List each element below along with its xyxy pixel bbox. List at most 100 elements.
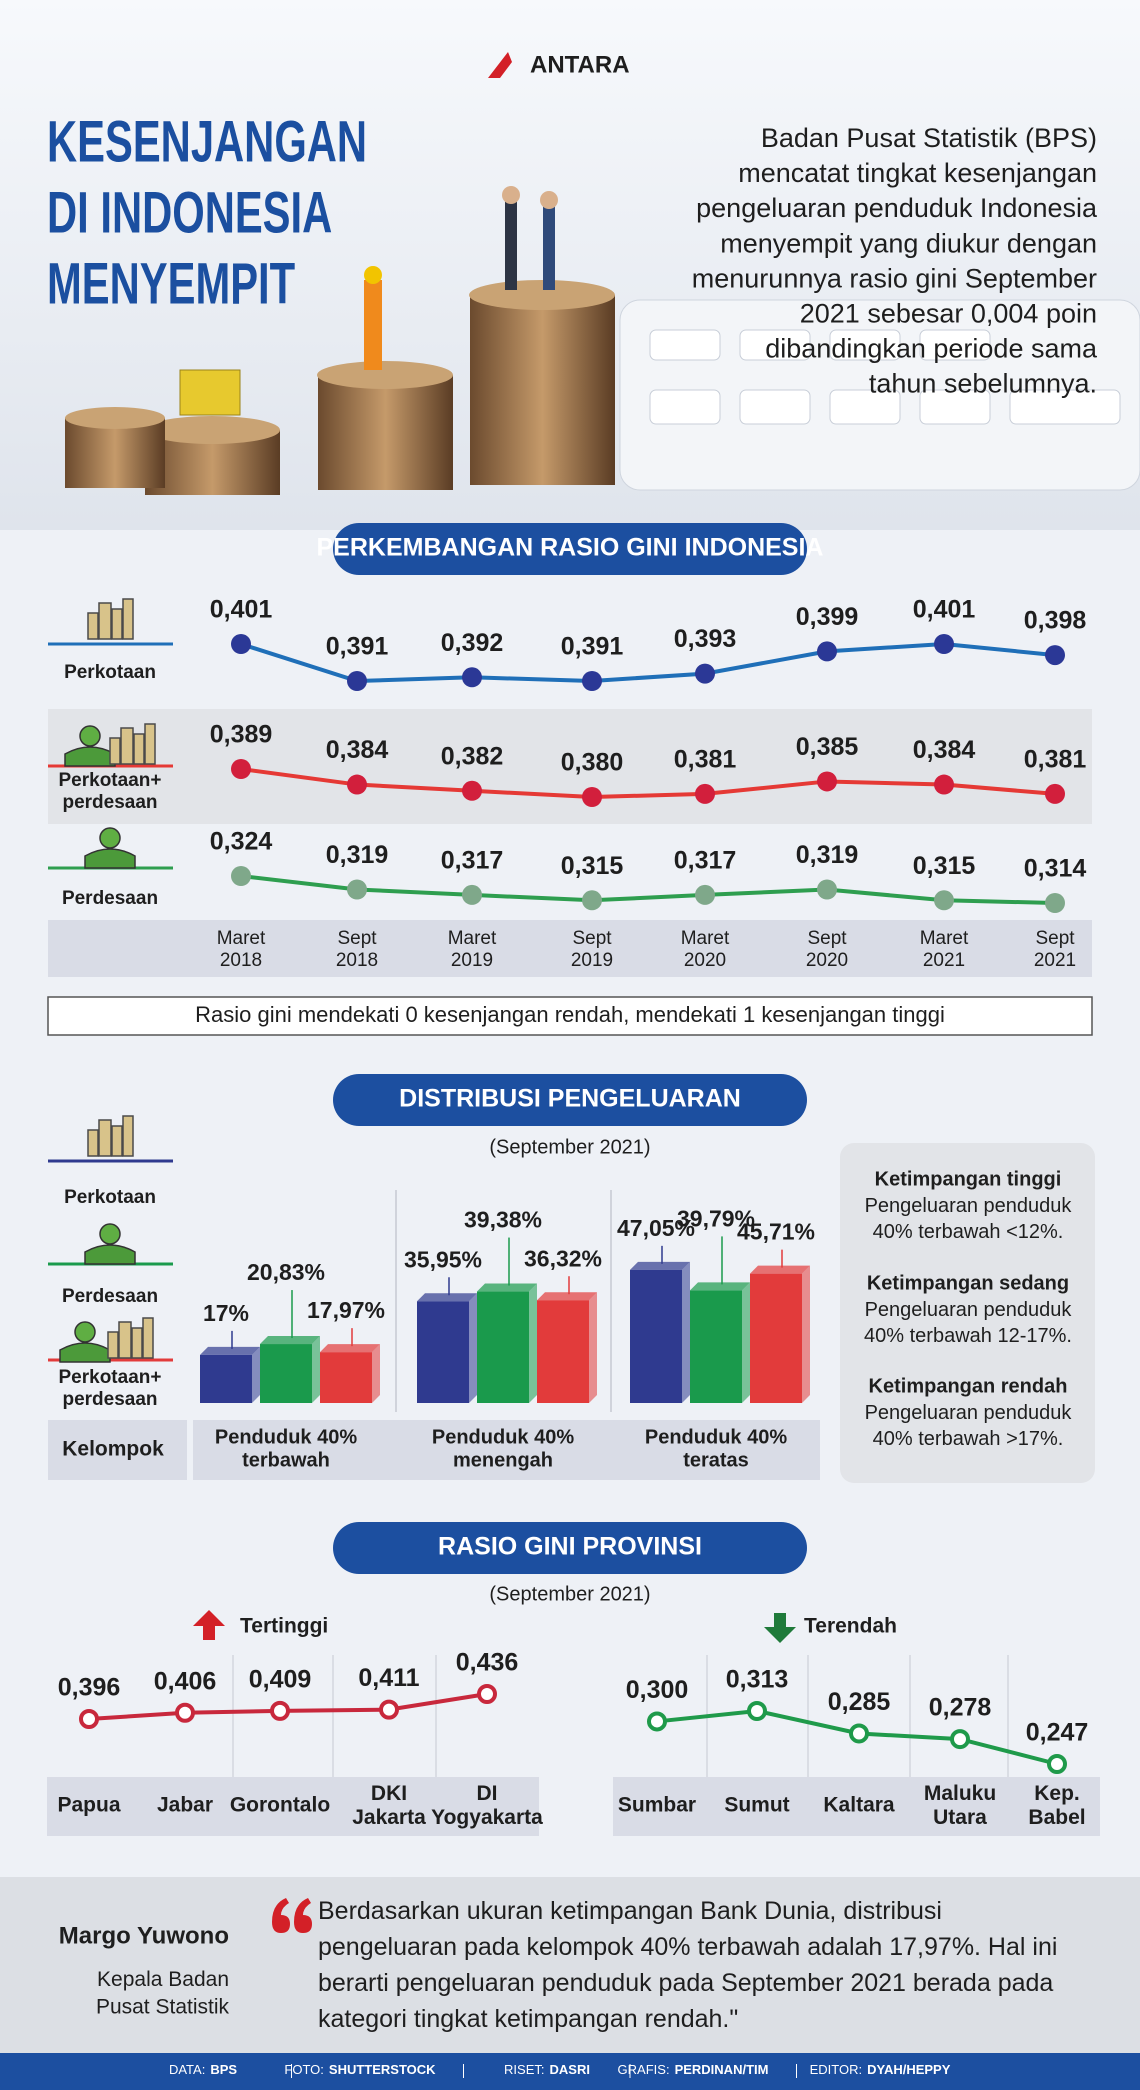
axis-band [48, 1420, 187, 1480]
city-icon [144, 723, 156, 765]
data-point [695, 884, 715, 905]
x-tick-label: Kaltara [823, 1794, 895, 1817]
bar [260, 1344, 312, 1403]
series-line [240, 767, 1056, 800]
bar-top [750, 1265, 810, 1274]
section-title: RASIO GINI PROVINSI [438, 1533, 702, 1561]
city-icon [131, 1327, 143, 1359]
note-title: Ketimpangan tinggi [875, 1168, 1062, 1190]
bar-side [742, 1282, 750, 1403]
bar-side [682, 1261, 690, 1403]
data-label: 0,406 [154, 1667, 217, 1695]
field-icon [64, 746, 116, 767]
data-point [582, 890, 602, 911]
data-point [231, 634, 251, 654]
bar [477, 1291, 529, 1403]
data-label: 0,313 [726, 1666, 789, 1694]
down-arrow [764, 1613, 796, 1643]
note-title: Ketimpangan sedang [867, 1272, 1069, 1294]
title-line: DI INDONESIA [47, 180, 332, 245]
field-icon [84, 848, 136, 869]
data-point [462, 884, 482, 905]
data-point [347, 879, 367, 900]
data-point [747, 1701, 767, 1721]
data-label: 0,317 [674, 847, 737, 875]
legend-label: Tertinggi [240, 1615, 328, 1638]
data-label: 0,380 [561, 749, 624, 777]
calculator-illustration [619, 299, 1140, 491]
data-point [462, 667, 482, 688]
data-label: 0,384 [913, 736, 976, 764]
data-point [231, 866, 251, 886]
legend-label: Perkotaan [64, 1187, 156, 1208]
data-label: 0,317 [441, 847, 504, 875]
section-title-pill [333, 1074, 807, 1126]
x-tick-label: Maluku Utara [924, 1781, 996, 1828]
data-point [817, 879, 837, 900]
credit: GRAFIS: PERDINAN/TIM [618, 2062, 769, 2077]
tree-icon [79, 725, 101, 747]
data-label: 35,95% [404, 1246, 482, 1272]
data-label: 0,381 [674, 745, 737, 773]
city-icon [111, 608, 123, 640]
credit: FOTO: SHUTTERSTOCK [284, 2062, 436, 2077]
data-label: 0,314 [1024, 855, 1087, 883]
data-label: 0,391 [561, 633, 624, 661]
city-icon [118, 1321, 132, 1359]
quote-mark [272, 1898, 312, 1933]
bar-top [630, 1261, 690, 1270]
note: Rasio gini mendekati 0 kesenjangan renda… [195, 1002, 945, 1027]
section-title-pill [333, 1522, 807, 1574]
axis-band [193, 1420, 820, 1480]
axis-band [48, 920, 1092, 977]
legend-label: Perkotaan+ perdesaan [59, 1367, 162, 1410]
bar-side [589, 1292, 597, 1403]
city-icon [98, 1119, 112, 1157]
city-icon [87, 1129, 99, 1157]
x-axis-label: Kelompok [62, 1438, 164, 1461]
data-label: 0,393 [674, 625, 737, 653]
bar [537, 1300, 589, 1403]
x-tick-label: Maret 2019 [448, 928, 497, 971]
bar [320, 1352, 372, 1403]
credit-label: RISET: [504, 2062, 544, 2077]
description: Badan Pusat Statistik (BPS) mencatat ting… [692, 123, 1098, 399]
city-icon [87, 612, 99, 640]
data-point [270, 1700, 290, 1721]
data-label: 0,391 [326, 633, 389, 661]
bar [690, 1290, 742, 1403]
data-label: 0,411 [358, 1664, 419, 1692]
quote-role: Kepala Badan Pusat Statistik [96, 1968, 230, 2018]
data-label: 47,05% [617, 1215, 695, 1241]
data-label: 0,285 [828, 1688, 891, 1716]
footer-background [0, 2053, 1140, 2090]
data-label: 0,398 [1024, 607, 1087, 635]
field-icon [59, 1342, 111, 1363]
x-tick-label: Penduduk 40% menengah [432, 1427, 574, 1472]
data-point [695, 783, 715, 804]
data-point [695, 663, 715, 684]
note-text: Pengeluaran penduduk 40% terbawah <12%. [865, 1195, 1073, 1243]
data-point [582, 671, 602, 691]
credit: RISET: DASRI [504, 2062, 590, 2077]
section-title: DISTRIBUSI PENGELUARAN [399, 1085, 741, 1113]
x-tick-label: Sept 2020 [806, 928, 848, 971]
data-point [934, 634, 954, 654]
x-tick-label: Sumut [724, 1794, 789, 1817]
data-point [934, 774, 954, 795]
data-point [462, 780, 482, 801]
section-title: PERKEMBANGAN RASIO GINI INDONESIA [317, 534, 824, 562]
coin-illustration [65, 186, 615, 495]
section-title-pill [333, 523, 807, 575]
data-point [477, 1684, 497, 1704]
credit-value: SHUTTERSTOCK [329, 2062, 436, 2077]
data-label: 0,278 [929, 1694, 992, 1722]
bar [750, 1273, 802, 1403]
bar-top [417, 1293, 477, 1302]
x-tick-label: Maret 2018 [217, 928, 266, 971]
data-label: 20,83% [247, 1259, 325, 1285]
data-label: 0,401 [913, 596, 976, 624]
data-label: 0,436 [456, 1649, 519, 1677]
data-point [175, 1702, 195, 1723]
x-tick-label: Penduduk 40% teratas [645, 1427, 787, 1472]
